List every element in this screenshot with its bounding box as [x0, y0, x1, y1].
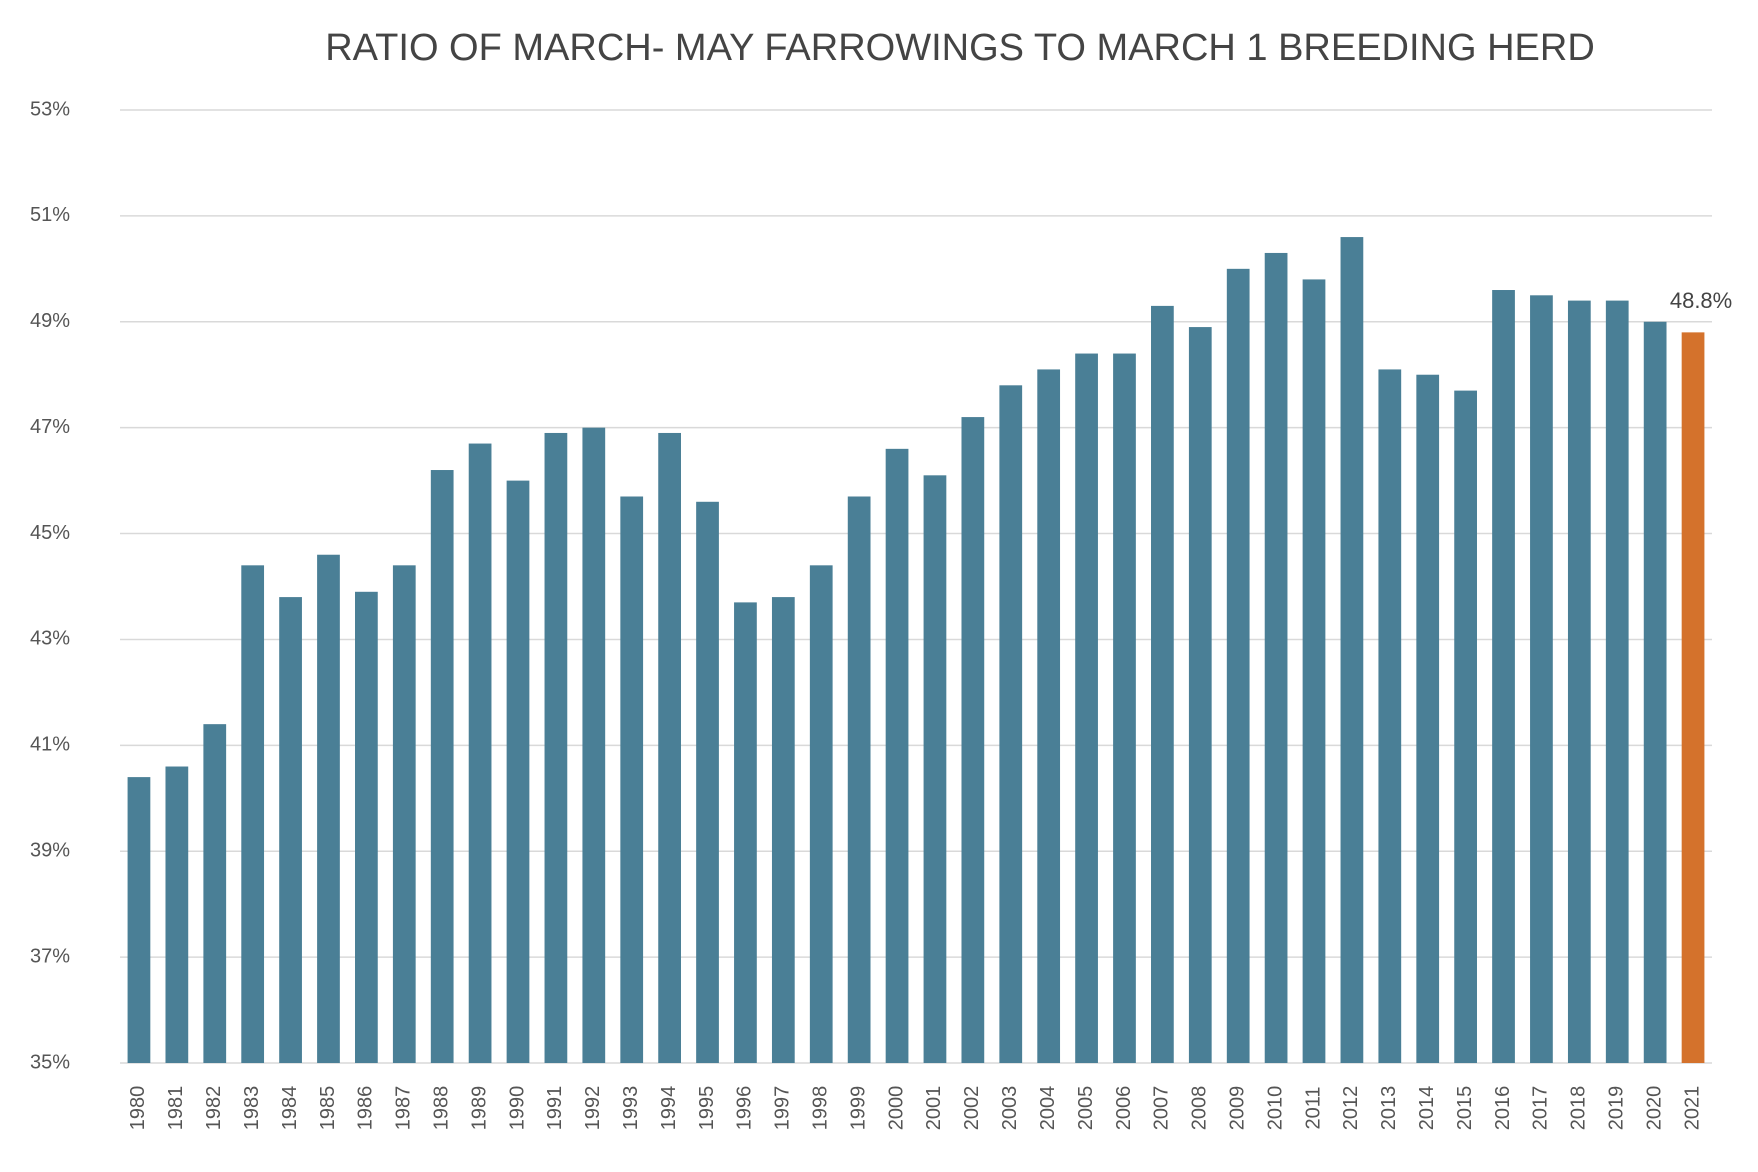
x-tick-label: 1997: [772, 1086, 794, 1131]
bar: [544, 432, 568, 1063]
bar: [165, 766, 189, 1063]
bar: [392, 565, 416, 1063]
x-tick-label: 2013: [1378, 1086, 1400, 1131]
bar: [203, 724, 227, 1063]
x-tick-label: 2012: [1340, 1086, 1362, 1131]
bar: [961, 417, 985, 1064]
bar: [734, 602, 757, 1063]
bar: [1340, 237, 1364, 1064]
bar: [1454, 390, 1477, 1063]
y-tick-label: 39%: [30, 840, 70, 862]
bar: [1188, 327, 1212, 1063]
x-tick-label: 2010: [1264, 1086, 1286, 1131]
x-tick-label: 2018: [1568, 1086, 1590, 1131]
x-tick-label: 2006: [1113, 1086, 1135, 1131]
bar: [127, 777, 151, 1063]
bar: [1643, 321, 1667, 1063]
x-tick-label: 2020: [1643, 1086, 1665, 1131]
bar: [1075, 353, 1098, 1063]
x-tick-label: 1982: [203, 1086, 225, 1131]
bar: [582, 427, 606, 1064]
y-tick-label: 53%: [30, 98, 70, 120]
x-tick-label: 1996: [734, 1086, 756, 1131]
x-tick-label: 1988: [430, 1086, 452, 1131]
value-label: 48.8%: [1670, 288, 1732, 313]
bar: [1037, 369, 1061, 1064]
x-tick-label: 2011: [1302, 1086, 1324, 1129]
bar: [241, 565, 265, 1063]
x-tick-label: 1986: [355, 1086, 377, 1131]
x-tick-label: 1992: [582, 1086, 604, 1131]
bar: [1378, 369, 1402, 1064]
x-tick-label: 2005: [1075, 1086, 1097, 1131]
bar: [771, 597, 795, 1063]
y-tick-label: 49%: [30, 310, 70, 332]
y-tick-label: 51%: [30, 204, 70, 226]
x-tick-label: 1983: [241, 1086, 263, 1131]
x-tick-label: 2017: [1530, 1086, 1552, 1131]
bar: [1492, 290, 1515, 1063]
x-tick-label: 1998: [810, 1086, 832, 1131]
x-tick-label: 2019: [1606, 1086, 1628, 1131]
x-tick-label: 1994: [658, 1086, 680, 1131]
x-tick-label: 2015: [1454, 1086, 1476, 1131]
x-tick-label: 2014: [1416, 1086, 1438, 1131]
bar: [506, 480, 530, 1064]
y-tick-label: 37%: [30, 945, 70, 967]
x-tick-label: 1987: [393, 1086, 415, 1131]
bar: [1530, 295, 1553, 1063]
x-tick-label: 2009: [1226, 1086, 1248, 1131]
bar: [1416, 374, 1440, 1063]
x-tick-label: 2003: [999, 1086, 1021, 1131]
x-tick-label: 1995: [696, 1086, 718, 1131]
x-tick-label: 2001: [923, 1086, 945, 1131]
bar: [620, 496, 644, 1063]
x-tick-label: 1990: [506, 1086, 528, 1131]
y-tick-label: 41%: [30, 734, 70, 756]
x-tick-label: 2007: [1151, 1086, 1173, 1131]
bar: [1681, 332, 1705, 1063]
x-tick-label: 2021: [1681, 1086, 1703, 1131]
bar: [1226, 268, 1250, 1063]
x-tick-label: 1993: [620, 1086, 642, 1131]
bar: [847, 496, 871, 1063]
x-tick-label: 1985: [317, 1086, 339, 1131]
x-tick-label: 2000: [885, 1086, 907, 1131]
bar: [468, 443, 492, 1063]
bar: [430, 470, 454, 1063]
chart-title: RATIO OF MARCH- MAY FARROWINGS TO MARCH …: [325, 27, 1595, 69]
bar: [1264, 252, 1288, 1063]
bar: [1567, 300, 1591, 1064]
y-tick-label: 45%: [30, 522, 70, 544]
bar: [1151, 305, 1174, 1064]
bar: [923, 475, 947, 1064]
bar: [1113, 353, 1136, 1063]
bar: [999, 385, 1023, 1063]
bar: [1302, 279, 1326, 1063]
x-tick-label: 1981: [165, 1086, 187, 1131]
x-tick-label: 2008: [1189, 1086, 1211, 1131]
y-tick-label: 43%: [30, 628, 70, 650]
bar: [279, 597, 302, 1063]
x-tick-label: 1991: [544, 1086, 566, 1131]
x-tick-label: 2004: [1037, 1086, 1059, 1131]
bar: [658, 432, 681, 1063]
bar: [1605, 300, 1629, 1064]
bar: [355, 591, 378, 1063]
y-tick-label: 47%: [30, 416, 70, 438]
x-tick-label: 1980: [127, 1086, 149, 1131]
bar: [317, 554, 340, 1063]
y-tick-label: 35%: [30, 1051, 70, 1073]
bar: [809, 565, 833, 1063]
x-tick-label: 1999: [847, 1086, 869, 1131]
x-tick-label: 2002: [961, 1086, 983, 1131]
bar: [885, 448, 909, 1063]
bar: [696, 501, 719, 1063]
x-tick-label: 2016: [1492, 1086, 1514, 1131]
x-tick-label: 1989: [468, 1086, 490, 1131]
x-tick-label: 1984: [279, 1086, 301, 1131]
